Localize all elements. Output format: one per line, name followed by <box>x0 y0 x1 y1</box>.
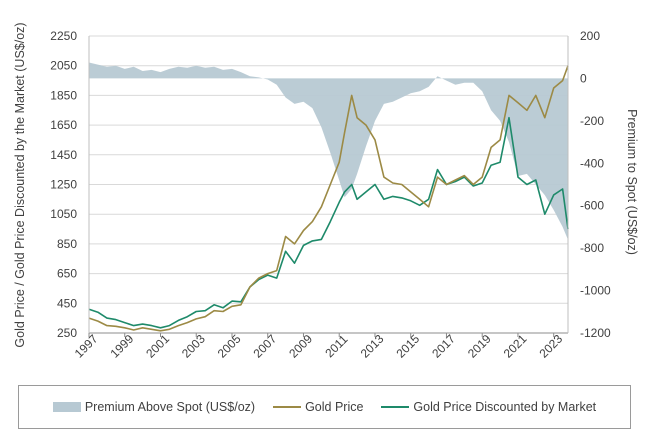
chart-canvas: 250 450 650 850 1050 1250 1450 1650 1850 2050 2250… <box>13 22 639 361</box>
legend-item-premium: Premium Above Spot (US$/oz) <box>52 400 256 414</box>
x-tick-label: 2009 <box>286 332 315 361</box>
legend-label-premium: Premium Above Spot (US$/oz) <box>84 400 256 414</box>
y-left-tick-label: 650 <box>57 267 77 281</box>
x-tick-label: 2003 <box>179 332 208 361</box>
y-right-tick-label: -600 <box>580 199 604 213</box>
y-left-tick-label: 1650 <box>50 118 77 132</box>
x-tick-label: 2019 <box>465 332 494 361</box>
x-tick-label: 2017 <box>429 332 458 361</box>
y-right-tick-label: 0 <box>580 71 587 85</box>
x-tick-label: 2011 <box>322 332 350 360</box>
premium-area-layer <box>89 62 568 240</box>
x-tick-label: 2021 <box>501 332 530 361</box>
legend-item-discounted: Gold Price Discounted by Market <box>381 400 596 414</box>
y-left-tick-label: 1850 <box>50 88 77 102</box>
y-right-tick-label: -1000 <box>580 284 611 298</box>
x-tick-label: 1999 <box>108 332 137 361</box>
y-right-tick-label: -800 <box>580 241 604 255</box>
x-tick-label: 2023 <box>536 332 565 361</box>
y-left-tick-label: 450 <box>57 296 77 310</box>
line-series-layer <box>88 65 569 332</box>
y-left-tick-label: 1050 <box>50 207 77 221</box>
legend-item-gold-price: Gold Price <box>273 400 363 414</box>
y-left-tick-label: 250 <box>57 326 77 340</box>
x-tick-label: 2005 <box>215 332 244 361</box>
discounted-price-line <box>88 116 569 329</box>
x-tick-label: 2013 <box>358 332 387 361</box>
x-tick-label: 2015 <box>393 332 422 361</box>
legend-swatch-discounted <box>381 406 410 408</box>
premium-area <box>89 62 568 240</box>
legend: Premium Above Spot (US$/oz) Gold Price G… <box>18 385 631 429</box>
y-right-tick-label: -400 <box>580 156 604 170</box>
y-right-tick-label: 200 <box>580 29 600 43</box>
y-left-tick-label: 1450 <box>50 148 77 162</box>
legend-label-discounted: Gold Price Discounted by Market <box>413 400 597 414</box>
y-left-tick-label: 2050 <box>50 59 77 73</box>
y-axis-right-title: Premium to Spot (US$/oz) <box>625 109 639 255</box>
y-axis-left-title: Gold Price / Gold Price Discounted by th… <box>13 22 27 347</box>
axes <box>88 36 569 337</box>
y-left-tick-label: 2250 <box>50 29 77 43</box>
legend-label-gold-price: Gold Price <box>305 400 364 414</box>
y-left-tick-label: 850 <box>57 237 77 251</box>
legend-swatch-premium <box>52 402 81 412</box>
y-left-tick-label: 1250 <box>50 178 77 192</box>
y-right-tick-label: -200 <box>580 114 604 128</box>
x-tick-label: 2001 <box>143 332 172 361</box>
legend-swatch-gold-price <box>273 406 302 408</box>
x-tick-label: 2007 <box>251 332 280 361</box>
gold-price-line <box>88 65 569 332</box>
y-right-tick-label: -1200 <box>580 326 611 340</box>
